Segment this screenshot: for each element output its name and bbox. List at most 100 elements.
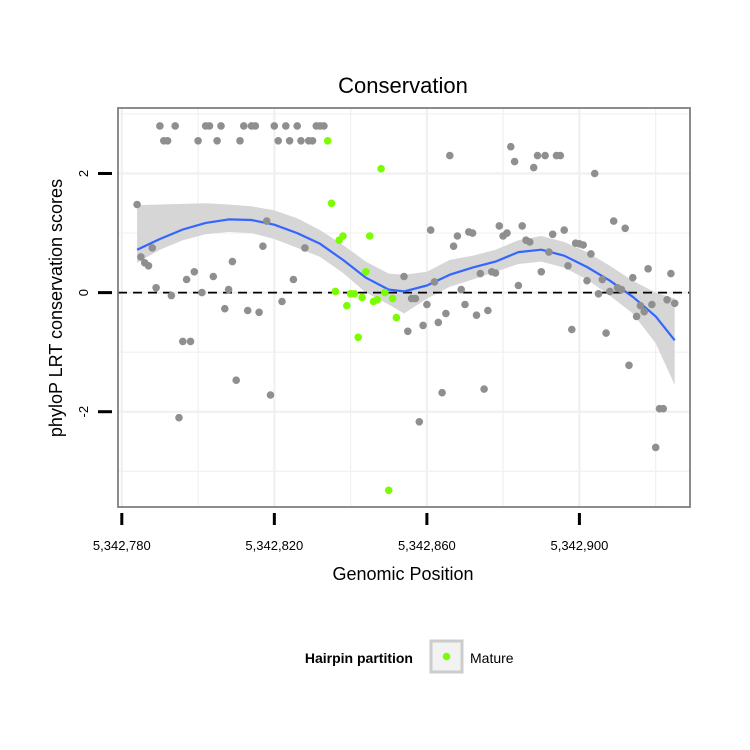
data-point [457, 285, 466, 294]
x-tick-label: 5,342,820 [245, 538, 303, 553]
mature-point [331, 287, 340, 296]
data-point [617, 285, 626, 294]
data-point [560, 226, 568, 234]
mature-point [381, 288, 389, 297]
data-point [636, 301, 645, 310]
data-point [228, 257, 237, 266]
mature-point [384, 486, 393, 495]
data-point [598, 275, 607, 284]
mature-point [323, 137, 332, 145]
y-tick-label: 0 [76, 289, 91, 296]
data-point [556, 151, 565, 160]
data-point [419, 321, 427, 330]
y-axis: -2 0 2 [76, 170, 112, 418]
data-point [301, 244, 309, 252]
panel-border-layer [117, 107, 691, 508]
data-point [282, 122, 290, 130]
data-point [274, 137, 283, 145]
data-point [190, 268, 199, 276]
data-point [442, 309, 450, 318]
data-point [430, 278, 439, 286]
mature-point [327, 199, 336, 208]
data-point [240, 122, 248, 130]
data-point [320, 122, 328, 130]
data-point [148, 244, 157, 252]
mature-point [339, 232, 347, 240]
data-point [590, 169, 599, 178]
data-point [663, 296, 671, 304]
series-other [133, 122, 679, 452]
data-point [243, 306, 252, 315]
data-point [648, 300, 656, 309]
data-point [446, 151, 454, 160]
data-point [548, 230, 557, 239]
x-tick-label: 5,342,780 [93, 538, 151, 553]
legend-item-mature: Mature [470, 650, 514, 666]
data-point [579, 241, 587, 249]
data-point [221, 304, 229, 313]
data-point [236, 137, 244, 145]
data-point [621, 224, 629, 233]
panel-border [117, 107, 691, 508]
data-point [625, 361, 633, 370]
data-point [461, 300, 469, 309]
x-tick-label: 5,342,900 [550, 538, 608, 553]
points-layer [133, 122, 679, 495]
data-point [259, 242, 267, 250]
data-point [484, 306, 492, 315]
data-point [209, 272, 218, 281]
mature-point [377, 164, 385, 173]
data-point [507, 142, 515, 151]
data-point [285, 137, 294, 145]
data-point [438, 388, 446, 397]
data-point [526, 238, 534, 246]
data-point [293, 122, 302, 130]
mature-point [350, 290, 359, 298]
mature-point [343, 301, 351, 310]
y-tick-label: -2 [76, 406, 91, 418]
data-point [472, 311, 481, 320]
data-point [495, 222, 504, 230]
data-point [411, 294, 420, 303]
data-point [434, 318, 443, 327]
data-point [476, 269, 485, 278]
data-point [453, 232, 462, 240]
mature-point [388, 294, 397, 303]
data-point [518, 222, 526, 230]
data-point [308, 137, 317, 145]
data-point [514, 281, 523, 290]
data-point [167, 291, 176, 300]
data-point [163, 137, 172, 145]
data-point [609, 217, 618, 225]
mature-point [365, 232, 374, 240]
data-point [640, 307, 648, 316]
mature-point [373, 296, 382, 304]
data-point [537, 268, 546, 276]
data-point [278, 297, 286, 306]
data-point [179, 337, 187, 346]
data-point [606, 287, 614, 296]
x-axis-label: Genomic Position [332, 564, 473, 584]
data-point [632, 312, 641, 321]
chart-title: Conservation [338, 73, 468, 98]
data-point [659, 404, 668, 413]
x-tick-label: 5,342,860 [398, 538, 456, 553]
data-point [156, 122, 164, 130]
data-point [217, 122, 225, 130]
data-point [564, 262, 572, 270]
data-point [133, 200, 141, 209]
data-point [449, 242, 458, 250]
data-point [144, 262, 153, 270]
data-point [400, 272, 408, 281]
data-point [262, 217, 271, 225]
data-point [426, 226, 435, 234]
data-point [602, 329, 610, 337]
data-point [529, 163, 538, 172]
data-point [583, 276, 591, 285]
data-point [415, 418, 424, 426]
mature-point [362, 268, 370, 276]
data-point [587, 250, 595, 258]
data-point [205, 122, 214, 130]
y-tick-label: 2 [76, 170, 91, 177]
